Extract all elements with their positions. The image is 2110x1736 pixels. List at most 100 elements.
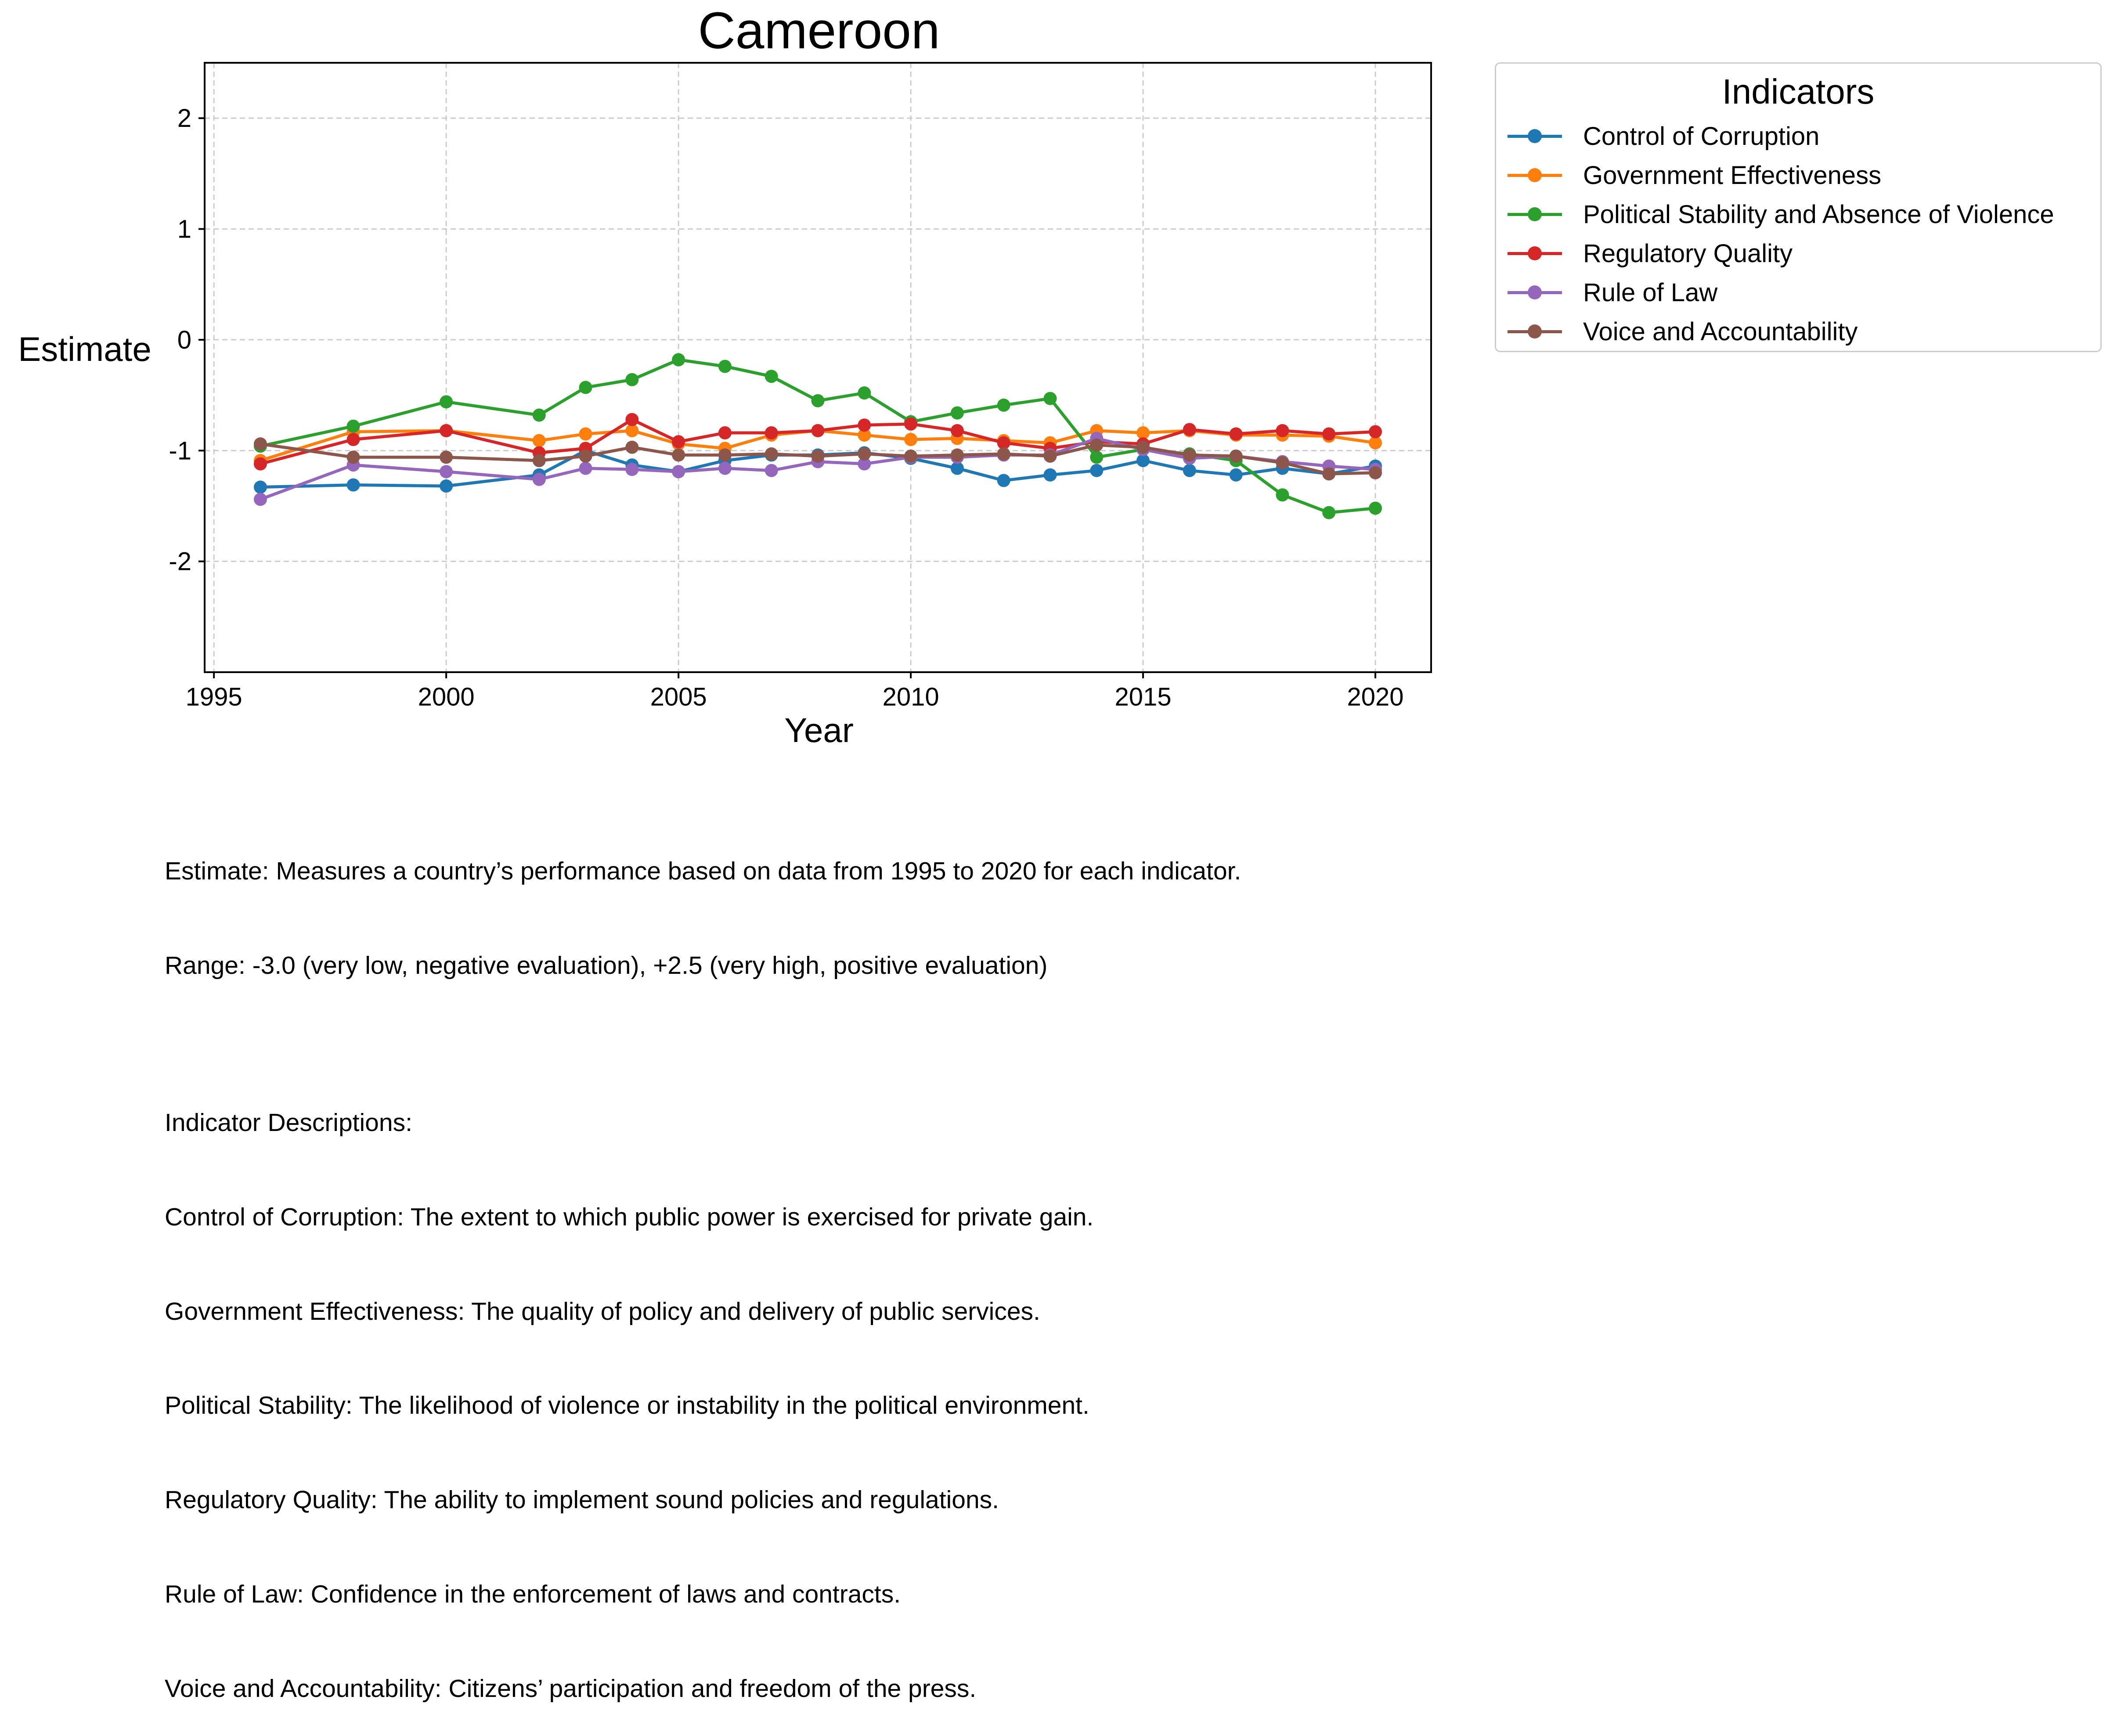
data-point [997,447,1010,461]
data-point [858,428,871,442]
data-point [1043,449,1057,463]
x-tick-label: 2020 [1347,683,1404,711]
data-point [858,418,871,432]
data-point [765,426,778,439]
data-point [346,419,360,433]
y-tick-label: 0 [177,326,191,354]
caption-line: Indicator Descriptions: [165,1108,412,1137]
data-point [1090,450,1104,464]
x-tick-label: 2005 [650,683,707,711]
data-point [765,464,778,477]
data-point [718,448,732,462]
legend-item: Control of Corruption [1504,116,1819,156]
data-point [672,465,685,479]
data-point [532,434,546,447]
data-point [440,465,453,479]
data-point [1229,468,1243,482]
data-point [1183,464,1196,477]
legend-swatch [1504,234,1565,273]
legend-title: Indicators [1722,72,1875,111]
legend-item: Voice and Accountability [1504,312,1858,351]
legend-item: Rule of Law [1504,273,1717,312]
y-tick-label: 1 [177,215,191,244]
data-point [1183,423,1196,436]
legend-label: Government Effectiveness [1583,161,1882,190]
data-point [1276,488,1289,502]
data-point [858,386,871,400]
series [253,432,1382,506]
x-axis-label: Year [784,711,854,749]
data-point [950,461,964,475]
data-point [1229,427,1243,441]
legend-swatch [1504,116,1565,156]
series-line [260,442,1376,475]
caption-line: Range: -3.0 (very low, negative evaluati… [165,951,1048,980]
data-point [440,395,453,409]
data-point [532,454,546,467]
legend-label: Rule of Law [1583,278,1718,307]
plot-frame [204,62,1432,673]
data-point [904,449,918,463]
x-tick-label: 2015 [1115,683,1172,711]
legend-swatch [1504,194,1565,234]
caption-line: Regulatory Quality: The ability to imple… [165,1486,999,1514]
data-point [625,413,639,426]
data-point [1090,438,1104,452]
y-tick-label: -2 [169,547,191,576]
data-point [1183,448,1196,462]
x-tick-label: 2000 [418,683,475,711]
data-point [1276,424,1289,437]
legend-swatch [1504,312,1565,351]
data-point [579,381,592,394]
data-point [718,360,732,373]
data-point [997,474,1010,487]
legend-item: Government Effectiveness [1504,155,1881,195]
data-point [811,449,825,463]
data-point [858,457,871,471]
data-point [1043,468,1057,482]
series-lines [253,353,1382,519]
data-point [672,435,685,449]
data-point [950,406,964,420]
caption-line: Voice and Accountability: Citizens’ part… [165,1674,977,1703]
data-point [1136,454,1150,467]
legend: Indicators Control of Corruption Governme… [1495,62,2102,352]
data-point [253,457,267,471]
caption-line: Estimate: Measures a country’s performan… [165,857,1241,886]
data-point [625,373,639,386]
data-point [253,437,267,451]
legend-label: Political Stability and Absence of Viole… [1583,200,2054,229]
data-point [997,436,1010,450]
series-line [260,437,1376,501]
data-point [625,424,639,437]
data-point [950,424,964,437]
data-point [253,480,267,494]
data-point [625,440,639,454]
data-point [346,450,360,464]
legend-label: Voice and Accountability [1583,317,1858,346]
data-point [1322,467,1336,481]
data-point [532,472,546,486]
data-point [532,408,546,422]
data-point [1369,425,1382,439]
x-tick-label: 1995 [186,683,242,711]
series [253,437,1382,481]
legend-label: Regulatory Quality [1583,239,1793,268]
y-tick-label: 2 [177,104,191,133]
data-point [346,478,360,492]
data-point [1090,464,1104,477]
data-point [718,461,732,475]
data-point [1229,449,1243,463]
data-point [997,398,1010,412]
y-tick-label: -1 [169,436,191,465]
data-point [765,370,778,383]
data-point [1369,436,1382,450]
data-point [579,427,592,441]
grid [205,63,1431,672]
data-point [579,449,592,463]
data-point [950,448,964,462]
data-point [1322,427,1336,441]
line-chart: Cameroon 1995 2000 2005 2010 2015 2020 2 1 0 -1 -2… [18,2,1432,749]
y-axis-label: Estimate [18,330,151,368]
legend-item: Political Stability and Absence of Viole… [1504,194,2054,234]
